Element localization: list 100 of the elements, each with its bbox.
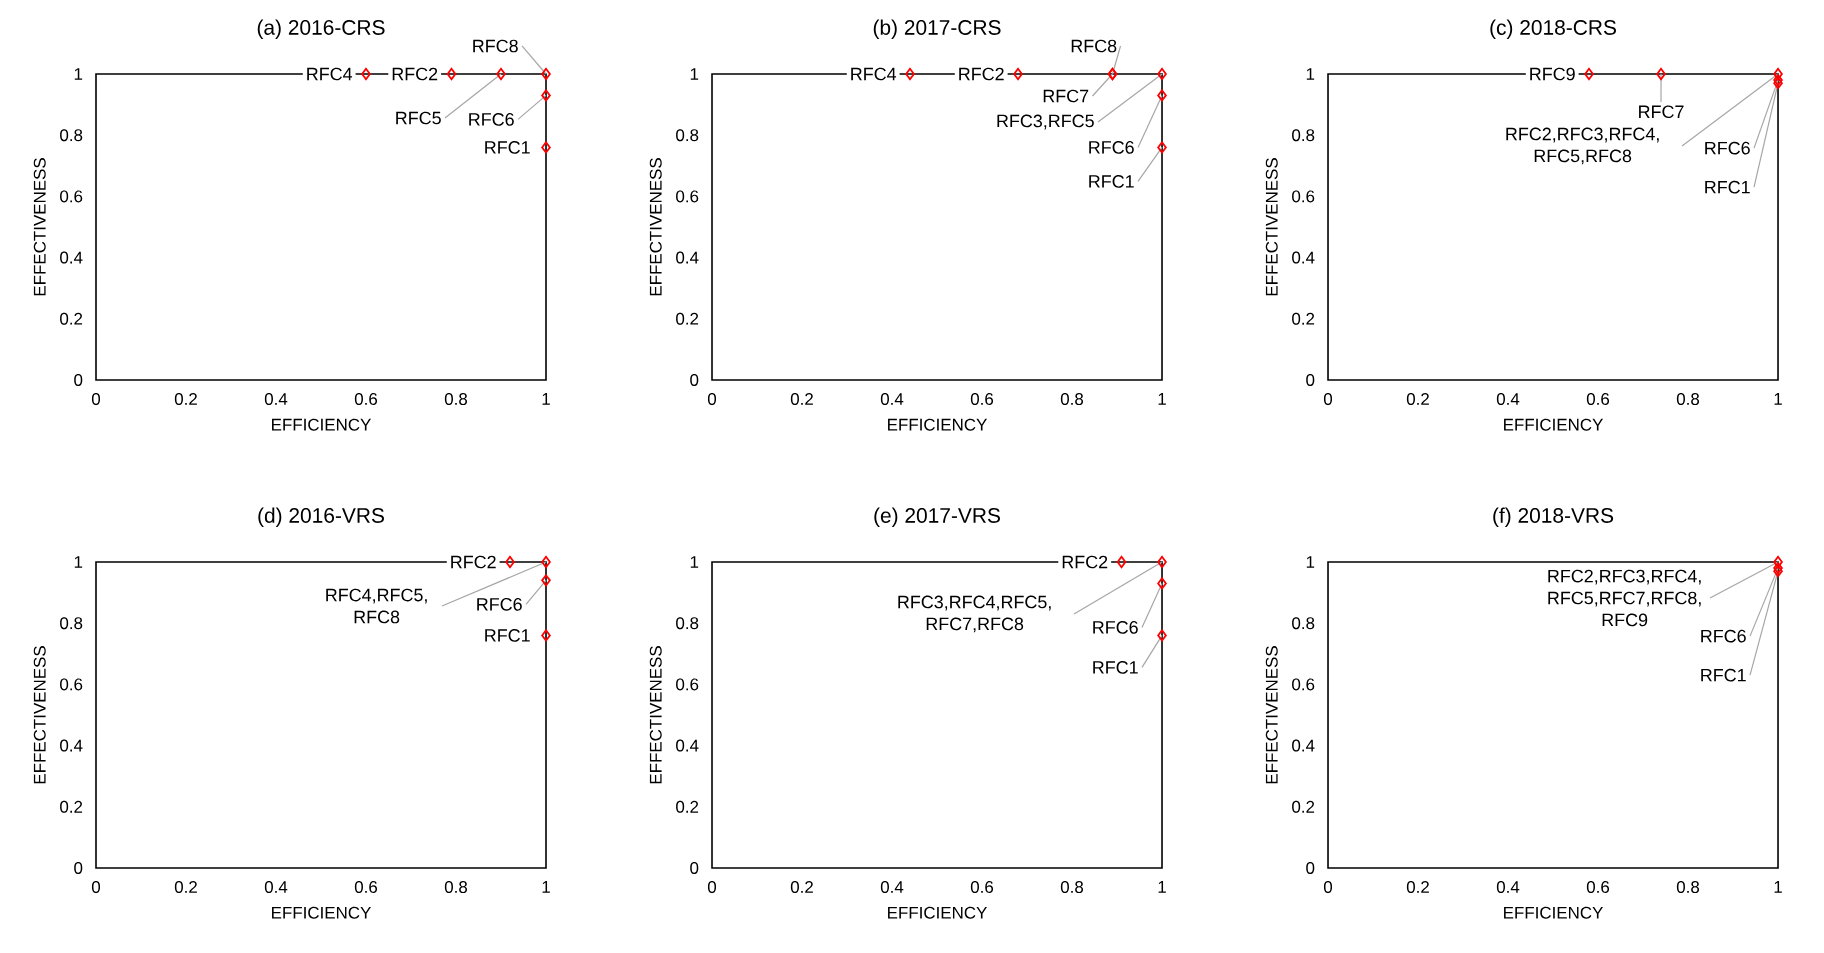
- annotation: RFC1: [1705, 180, 1750, 194]
- annotation: RFC2: [1062, 555, 1108, 569]
- x-tick-label: 1: [1158, 881, 1166, 893]
- y-tick-label: 0.4: [676, 251, 699, 264]
- y-tick-label: 0.4: [1292, 739, 1315, 752]
- x-tick-label: 0.8: [1676, 393, 1700, 406]
- x-axis-title: EFFICIENCY: [272, 906, 371, 919]
- x-tick-label: 0: [707, 393, 717, 406]
- y-tick-label: 1: [74, 556, 83, 568]
- point: [496, 67, 506, 81]
- y-tick-label: 0.4: [60, 251, 83, 264]
- point: [541, 67, 551, 81]
- annotation: RFC2,RFC3,RFC4, RFC5,RFC8: [1506, 127, 1659, 165]
- y-tick-label: 0.8: [1292, 129, 1315, 142]
- y-tick-label: 1: [690, 68, 699, 80]
- y-tick-label: 0.6: [1292, 678, 1315, 691]
- point: [1157, 67, 1167, 81]
- y-tick-label: 0.2: [60, 312, 83, 325]
- x-tick-label: 0.2: [1406, 881, 1429, 894]
- annotation: RFC2: [959, 67, 1004, 81]
- x-tick-label: 0.4: [880, 393, 904, 406]
- y-tick-label: 1: [74, 68, 83, 80]
- y-tick-label: 0.2: [1292, 800, 1315, 813]
- x-axis-title: EFFICIENCY: [888, 906, 987, 919]
- annotation: RFC1: [485, 629, 530, 642]
- point: [1157, 141, 1167, 154]
- y-tick-label: 0: [74, 862, 83, 874]
- point: [1157, 629, 1167, 642]
- annotation: RFC6: [1093, 621, 1138, 634]
- annotation: RFC2: [392, 67, 438, 81]
- annotation: RFC1: [1093, 661, 1138, 674]
- x-tick-label: 0.2: [790, 393, 813, 406]
- x-tick-label: 1: [1774, 393, 1782, 405]
- annotation: RFC4,RFC5, RFC8: [326, 588, 427, 624]
- x-tick-label: 0.8: [1060, 393, 1084, 406]
- x-tick-label: 0: [91, 881, 101, 894]
- y-axis-title: EFFECTIVENESS: [1265, 158, 1278, 296]
- x-tick-label: 0.6: [354, 881, 378, 894]
- annotation: RFC2,RFC3,RFC4, RFC5,RFC7,RFC8, RFC9: [1548, 569, 1701, 627]
- x-axis-title: EFFICIENCY: [1504, 906, 1603, 919]
- x-axis-title: EFFICIENCY: [1504, 418, 1603, 431]
- annotation: RFC1: [485, 141, 530, 154]
- x-tick-label: 0.8: [444, 393, 468, 406]
- x-tick-label: 0: [1323, 393, 1333, 406]
- chart-title: (c) 2018-CRS: [1490, 19, 1616, 40]
- annotation: RFC8: [1071, 39, 1117, 53]
- x-tick-label: 0.6: [1586, 881, 1610, 894]
- y-axis-title: EFFECTIVENESS: [649, 646, 662, 784]
- point: [541, 555, 551, 569]
- y-tick-label: 0.8: [1292, 617, 1315, 630]
- x-tick-label: 0.6: [970, 881, 994, 894]
- x-tick-label: 1: [1774, 881, 1782, 893]
- y-tick-label: 0.2: [60, 800, 83, 813]
- y-tick-label: 0.6: [60, 190, 83, 203]
- point: [541, 89, 551, 102]
- chart-title: (b) 2017-CRS: [873, 19, 1001, 40]
- x-tick-label: 0.2: [790, 881, 813, 894]
- y-tick-label: 0.6: [676, 190, 699, 203]
- y-axis-title: EFFECTIVENESS: [33, 646, 46, 784]
- point: [1013, 67, 1023, 81]
- annotation: RFC7: [1639, 105, 1684, 119]
- annotation: RFC9: [1530, 67, 1575, 81]
- point: [541, 141, 551, 154]
- x-tick-label: 1: [1158, 393, 1166, 405]
- x-tick-label: 0.8: [444, 881, 468, 894]
- point: [1157, 577, 1167, 590]
- x-tick-label: 0.6: [354, 393, 378, 406]
- y-tick-label: 0.8: [60, 129, 83, 142]
- y-tick-label: 0.8: [60, 617, 83, 630]
- y-tick-label: 0.4: [60, 739, 83, 752]
- y-tick-label: 0: [690, 374, 699, 386]
- annotation: RFC6: [1701, 629, 1746, 643]
- point: [541, 574, 551, 587]
- y-tick-label: 0.6: [60, 678, 83, 691]
- x-tick-label: 0: [1323, 881, 1333, 894]
- x-tick-label: 0: [707, 881, 717, 894]
- y-tick-label: 0: [74, 374, 83, 386]
- chart-title: (d) 2016-VRS: [258, 507, 384, 528]
- x-axis-title: EFFICIENCY: [888, 418, 987, 431]
- y-tick-label: 0.2: [1292, 312, 1315, 325]
- x-tick-label: 0.4: [264, 881, 288, 894]
- x-axis-title: EFFICIENCY: [272, 418, 371, 431]
- point: [446, 67, 457, 81]
- y-tick-label: 1: [690, 556, 699, 568]
- annotation: RFC4: [851, 67, 897, 81]
- x-tick-label: 0.8: [1060, 881, 1084, 894]
- x-tick-label: 1: [542, 881, 550, 893]
- y-tick-label: 0.6: [1292, 190, 1315, 203]
- annotation: RFC6: [469, 113, 514, 126]
- y-tick-label: 0: [1306, 374, 1315, 386]
- annotation: RFC3,RFC4,RFC5, RFC7,RFC8: [898, 595, 1051, 633]
- y-tick-label: 0.8: [676, 617, 699, 630]
- y-tick-label: 0.4: [676, 739, 699, 752]
- y-tick-label: 0.4: [1292, 251, 1315, 264]
- annotation: RFC2: [451, 555, 496, 569]
- y-axis-title: EFFECTIVENESS: [649, 158, 662, 296]
- chart-title: (f) 2018-VRS: [1493, 507, 1614, 528]
- x-tick-label: 0: [91, 393, 101, 406]
- y-axis-title: EFFECTIVENESS: [1265, 646, 1278, 784]
- point: [1157, 89, 1167, 102]
